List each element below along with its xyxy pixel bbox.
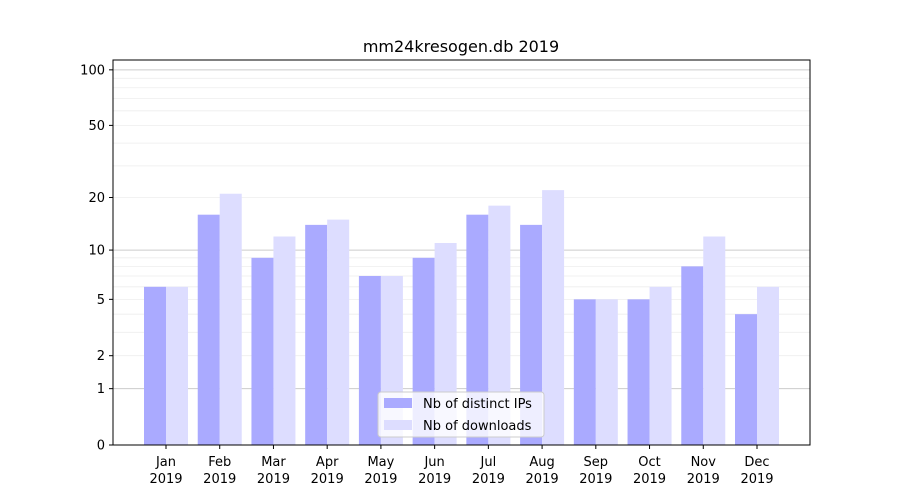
x-tick-label: Dec 2019: [740, 455, 773, 487]
x-tick-label: May 2019: [364, 455, 397, 487]
x-tick-label: Jun 2019: [418, 455, 451, 487]
bar-distinct-ips: [144, 286, 166, 445]
y-tick-label: 10: [88, 244, 105, 259]
x-tick-label: Jan 2019: [149, 455, 182, 487]
legend-swatch-ips: [384, 398, 412, 408]
bar-downloads: [542, 190, 565, 445]
bar-distinct-ips: [466, 214, 489, 445]
legend-label-ips: Nb of distinct IPs: [423, 397, 532, 412]
bar-downloads: [488, 205, 511, 445]
legend: Nb of distinct IPs Nb of downloads: [377, 391, 545, 438]
bar-downloads: [703, 236, 726, 445]
legend-swatch-downloads: [384, 420, 412, 430]
x-axis: Jan 2019 Feb 2019 Mar 2019 Apr 2019 May 2019 Jun 20…: [149, 445, 774, 487]
bar-downloads: [273, 236, 296, 445]
bar-distinct-ips: [627, 299, 650, 445]
x-tick-label: Sep 2019: [579, 455, 612, 487]
legend-label-downloads: Nb of downloads: [423, 419, 532, 434]
y-tick-label: 5: [97, 293, 105, 308]
bar-distinct-ips: [681, 266, 704, 445]
bar-downloads: [649, 286, 672, 445]
x-tick-label: Nov 2019: [687, 455, 720, 487]
y-tick-label: 100: [80, 63, 105, 78]
chart-title: mm24kresogen.db 2019: [363, 37, 559, 56]
bar-distinct-ips: [358, 275, 381, 445]
bar-downloads: [219, 193, 242, 445]
y-tick-label: 0: [97, 439, 105, 454]
bar-distinct-ips: [197, 214, 220, 445]
bar-distinct-ips: [735, 314, 757, 445]
y-tick-label: 1: [97, 382, 105, 397]
bar-downloads: [595, 299, 618, 445]
axes-frame: [112, 59, 811, 446]
bar-distinct-ips: [520, 224, 543, 445]
bar-downloads: [757, 286, 779, 445]
x-tick-label: Apr 2019: [311, 455, 344, 487]
y-axis: 0 1 2 5 10 20 50 100: [80, 63, 113, 454]
bar-distinct-ips: [573, 299, 596, 445]
legend-box: [377, 391, 545, 438]
bar-distinct-ips: [305, 224, 328, 445]
bar-distinct-ips: [251, 257, 274, 445]
y-tick-label: 50: [88, 119, 105, 134]
x-tick-label: Jul 2019: [472, 455, 505, 487]
bar-downloads: [166, 286, 188, 445]
x-tick-label: Mar 2019: [257, 455, 290, 487]
bar-downloads: [327, 219, 350, 445]
x-tick-label: Feb 2019: [203, 455, 236, 487]
y-tick-label: 2: [97, 349, 105, 364]
x-tick-label: Oct 2019: [633, 455, 666, 487]
x-tick-label: Aug 2019: [526, 455, 559, 487]
y-tick-label: 20: [88, 191, 105, 206]
